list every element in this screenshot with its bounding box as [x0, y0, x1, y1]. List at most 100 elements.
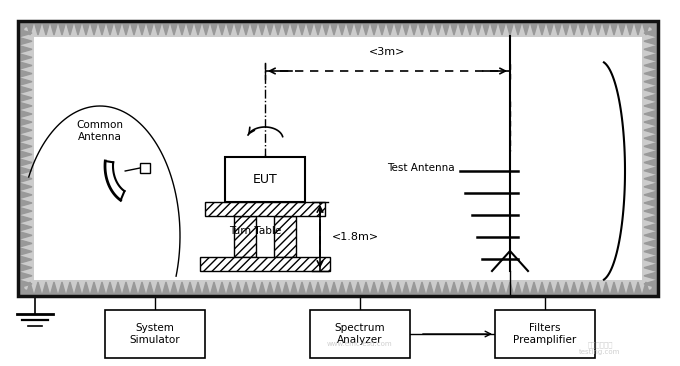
- Polygon shape: [426, 282, 434, 296]
- Polygon shape: [50, 282, 58, 296]
- Polygon shape: [644, 175, 658, 183]
- Polygon shape: [644, 61, 658, 70]
- Polygon shape: [226, 282, 234, 296]
- Polygon shape: [602, 282, 610, 296]
- Polygon shape: [650, 282, 658, 296]
- Polygon shape: [98, 282, 106, 296]
- Polygon shape: [266, 282, 274, 296]
- Polygon shape: [378, 282, 386, 296]
- Polygon shape: [644, 207, 658, 215]
- Polygon shape: [146, 282, 154, 296]
- Polygon shape: [402, 282, 410, 296]
- Polygon shape: [602, 21, 610, 35]
- Polygon shape: [178, 21, 186, 35]
- Polygon shape: [90, 282, 98, 296]
- Polygon shape: [18, 142, 32, 150]
- Polygon shape: [162, 21, 170, 35]
- Polygon shape: [418, 21, 426, 35]
- Bar: [310, 310, 410, 358]
- Polygon shape: [90, 21, 98, 35]
- Polygon shape: [394, 21, 402, 35]
- Polygon shape: [34, 21, 42, 35]
- Polygon shape: [18, 183, 32, 191]
- Polygon shape: [18, 70, 32, 78]
- Polygon shape: [18, 158, 32, 167]
- Polygon shape: [42, 282, 50, 296]
- Polygon shape: [482, 282, 490, 296]
- Bar: [495, 310, 595, 358]
- Polygon shape: [18, 118, 32, 126]
- Polygon shape: [154, 282, 162, 296]
- Polygon shape: [530, 282, 538, 296]
- Polygon shape: [642, 21, 650, 35]
- Polygon shape: [250, 282, 258, 296]
- Polygon shape: [378, 21, 386, 35]
- Polygon shape: [554, 21, 562, 35]
- Polygon shape: [194, 21, 202, 35]
- Polygon shape: [170, 282, 178, 296]
- Polygon shape: [618, 282, 626, 296]
- Polygon shape: [330, 21, 338, 35]
- Polygon shape: [434, 21, 442, 35]
- Polygon shape: [282, 282, 290, 296]
- Polygon shape: [546, 282, 554, 296]
- Polygon shape: [314, 282, 322, 296]
- Polygon shape: [610, 282, 618, 296]
- Text: System
Simulator: System Simulator: [130, 323, 180, 345]
- Polygon shape: [18, 199, 32, 207]
- Polygon shape: [522, 21, 530, 35]
- Polygon shape: [130, 282, 138, 296]
- Polygon shape: [258, 282, 266, 296]
- Polygon shape: [644, 231, 658, 239]
- Bar: [205, 202, 325, 216]
- Polygon shape: [194, 282, 202, 296]
- Polygon shape: [634, 21, 642, 35]
- Polygon shape: [306, 21, 314, 35]
- Polygon shape: [218, 21, 226, 35]
- Polygon shape: [474, 282, 482, 296]
- Polygon shape: [18, 110, 32, 118]
- Polygon shape: [330, 282, 338, 296]
- Polygon shape: [362, 282, 370, 296]
- Bar: [225, 157, 305, 202]
- Polygon shape: [18, 86, 32, 94]
- Polygon shape: [66, 21, 74, 35]
- Polygon shape: [162, 282, 170, 296]
- Polygon shape: [242, 282, 250, 296]
- Polygon shape: [338, 282, 346, 296]
- Text: <1.8m>: <1.8m>: [332, 232, 379, 242]
- Polygon shape: [18, 167, 32, 175]
- Polygon shape: [426, 21, 434, 35]
- Polygon shape: [138, 21, 146, 35]
- Polygon shape: [618, 21, 626, 35]
- Polygon shape: [644, 70, 658, 78]
- Polygon shape: [442, 282, 450, 296]
- Text: 电磁兼容之家
testing.com: 电磁兼容之家 testing.com: [579, 341, 621, 355]
- Polygon shape: [298, 282, 306, 296]
- Polygon shape: [186, 282, 194, 296]
- Polygon shape: [434, 282, 442, 296]
- Polygon shape: [538, 21, 546, 35]
- Polygon shape: [644, 142, 658, 150]
- Polygon shape: [82, 21, 90, 35]
- Polygon shape: [346, 21, 354, 35]
- Polygon shape: [18, 53, 32, 61]
- Polygon shape: [18, 239, 32, 247]
- Polygon shape: [562, 282, 570, 296]
- Polygon shape: [298, 21, 306, 35]
- Polygon shape: [242, 21, 250, 35]
- Polygon shape: [18, 272, 32, 280]
- Polygon shape: [18, 255, 32, 264]
- Bar: [234, 216, 256, 257]
- Text: <3m>: <3m>: [369, 47, 405, 57]
- Polygon shape: [466, 21, 474, 35]
- Polygon shape: [314, 21, 322, 35]
- Polygon shape: [626, 282, 634, 296]
- Polygon shape: [490, 282, 498, 296]
- Polygon shape: [74, 282, 82, 296]
- Polygon shape: [644, 255, 658, 264]
- Polygon shape: [644, 247, 658, 255]
- Bar: [34, 37, 642, 280]
- Polygon shape: [644, 45, 658, 53]
- Polygon shape: [594, 21, 602, 35]
